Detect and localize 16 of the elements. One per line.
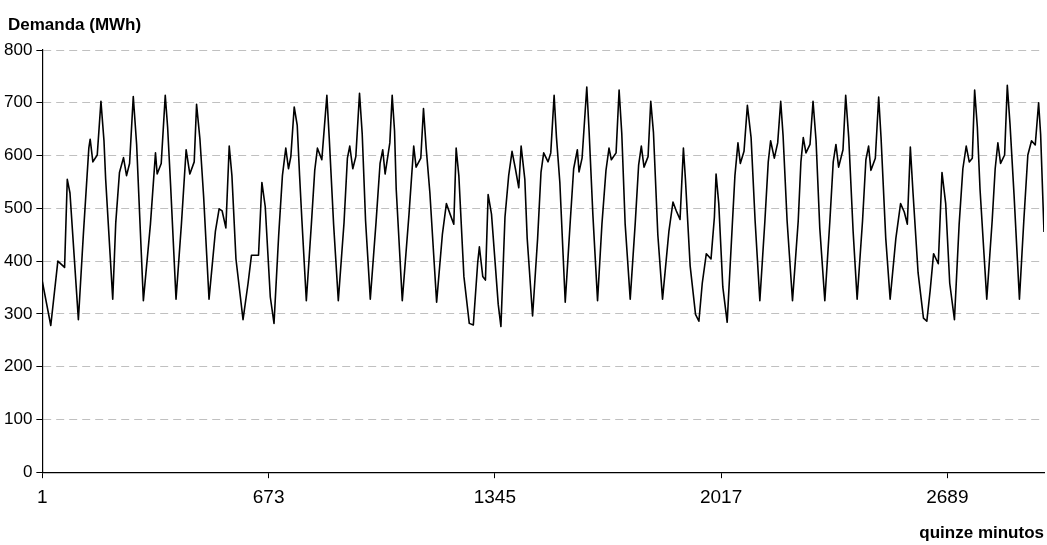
x-axis-title: quinze minutos: [919, 523, 1044, 543]
y-tick-label: 700: [3, 92, 33, 112]
x-tick-label: 673: [252, 485, 285, 507]
y-tick-label: 800: [3, 39, 33, 59]
y-tick-label: 500: [3, 198, 33, 218]
x-tick-label: 2689: [926, 485, 969, 507]
y-tick-label: 100: [3, 409, 33, 429]
y-tick-label: 200: [3, 356, 33, 376]
y-axis-title: Demanda (MWh): [8, 15, 142, 35]
y-tick-label: 600: [3, 145, 33, 165]
y-tick-label: 0: [22, 461, 33, 481]
x-tick-label: 2017: [699, 485, 743, 507]
x-tick-label: 1345: [473, 485, 517, 507]
y-tick-label: 300: [3, 303, 33, 323]
y-tick-label: 400: [3, 250, 33, 270]
x-tick-label: 1: [37, 485, 48, 507]
